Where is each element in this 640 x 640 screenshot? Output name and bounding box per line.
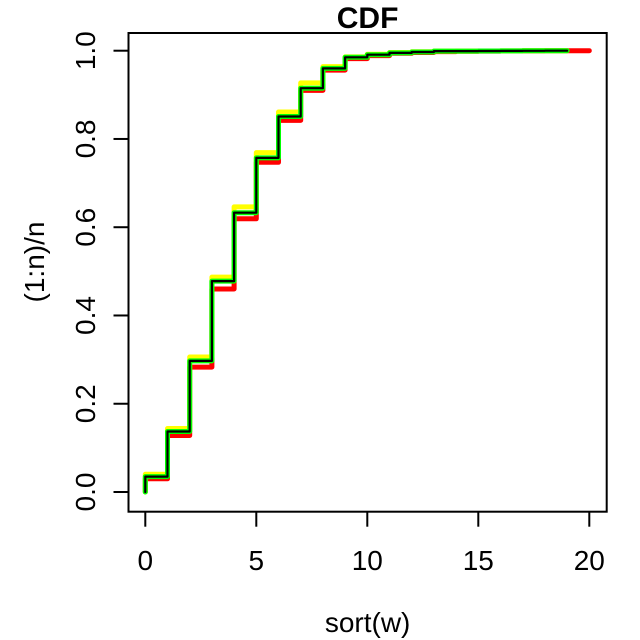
x-tick-label: 20 <box>574 545 605 576</box>
x-tick-label: 10 <box>352 545 383 576</box>
series-layer <box>142 48 592 495</box>
y-axis-label: (1:n)/n <box>19 222 50 303</box>
y-tick-label: 1.0 <box>70 31 101 70</box>
chart-title: CDF <box>337 2 399 35</box>
x-axis-label: sort(w) <box>325 607 411 638</box>
y-tick-label: 0.4 <box>70 296 101 335</box>
step-line-black <box>144 49 569 494</box>
y-tick-label: 0.0 <box>70 473 101 512</box>
x-tick-label: 0 <box>138 545 154 576</box>
y-tick-label: 0.2 <box>70 384 101 423</box>
axes-layer: 0 5 10 15 20 0.0 0.2 0.4 0.6 0.8 1.0 <box>70 31 605 576</box>
x-tick-label: 15 <box>463 545 494 576</box>
x-tick-label: 5 <box>249 545 265 576</box>
y-tick-label: 0.8 <box>70 119 101 158</box>
y-tick-label: 0.6 <box>70 208 101 247</box>
